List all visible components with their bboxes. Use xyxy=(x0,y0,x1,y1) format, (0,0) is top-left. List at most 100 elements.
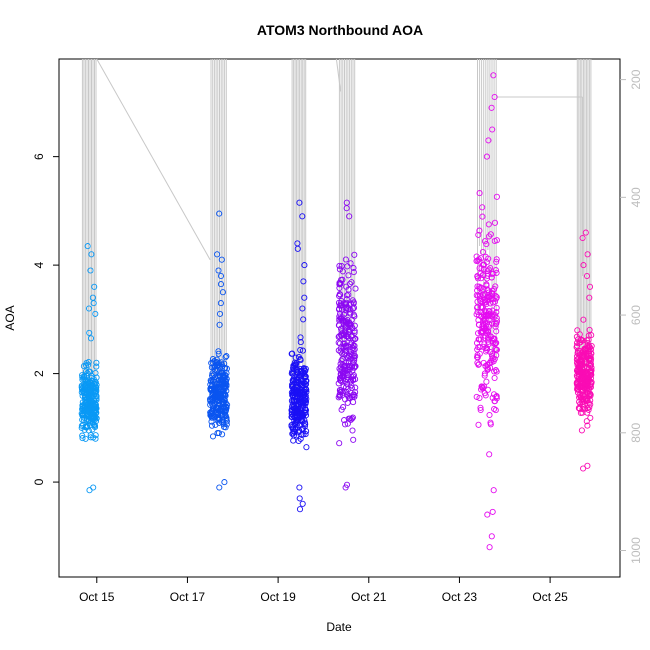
data-point xyxy=(348,363,356,370)
data-point xyxy=(492,407,499,414)
data-point xyxy=(345,363,352,371)
data-point xyxy=(575,361,582,368)
data-point xyxy=(584,422,591,429)
outlier-point xyxy=(299,305,306,312)
data-point xyxy=(343,292,351,299)
data-point xyxy=(342,421,349,428)
data-point xyxy=(574,327,581,334)
data-point xyxy=(476,265,483,272)
data-point xyxy=(579,365,586,372)
y-tick-label: 0 xyxy=(32,478,46,485)
outlier-point xyxy=(221,479,228,486)
data-point xyxy=(88,399,95,406)
data-point xyxy=(575,405,582,412)
data-point xyxy=(493,256,500,263)
data-point xyxy=(344,333,351,340)
data-point xyxy=(352,335,359,342)
data-point xyxy=(582,379,589,386)
x-tick-label: Oct 19 xyxy=(260,590,296,604)
data-point xyxy=(574,386,581,393)
data-point xyxy=(291,414,298,421)
outlier-point xyxy=(579,234,586,242)
data-point xyxy=(490,299,497,306)
data-point xyxy=(481,238,489,245)
outlier-point xyxy=(88,251,95,258)
data-point xyxy=(482,348,489,355)
outlier-point xyxy=(488,104,495,111)
data-point xyxy=(339,356,346,363)
y-tick-label: 4 xyxy=(32,261,46,268)
data-point xyxy=(214,383,221,390)
data-point xyxy=(482,291,489,298)
data-point xyxy=(336,305,343,312)
data-point xyxy=(221,376,228,383)
data-point xyxy=(492,312,499,319)
data-point xyxy=(301,417,308,424)
data-point xyxy=(579,337,586,344)
outlier-point xyxy=(300,316,307,323)
data-point xyxy=(337,291,344,298)
data-point xyxy=(82,368,90,375)
data-point xyxy=(81,383,88,390)
data-point xyxy=(347,260,354,267)
data-point xyxy=(336,262,343,269)
data-point xyxy=(577,339,584,346)
data-point xyxy=(88,391,95,398)
outlier-point xyxy=(216,310,224,317)
data-point xyxy=(481,370,488,377)
data-point xyxy=(91,378,98,385)
data-point xyxy=(585,393,592,400)
data-point xyxy=(486,321,493,328)
data-point xyxy=(477,404,484,411)
data-point xyxy=(344,420,351,427)
data-point xyxy=(493,193,500,200)
data-point xyxy=(223,404,230,411)
data-point xyxy=(92,369,99,377)
data-point xyxy=(298,431,305,438)
data-point xyxy=(491,398,498,405)
data-point xyxy=(473,253,480,260)
data-point xyxy=(348,384,355,392)
data-point xyxy=(298,370,305,377)
data-point xyxy=(345,272,352,279)
data-point xyxy=(340,343,347,350)
data-point xyxy=(475,336,482,343)
y-tick-label: 6 xyxy=(32,153,46,160)
y-axis: 0 2 4 6 xyxy=(32,153,60,485)
data-point xyxy=(578,368,585,375)
chart-title: ATOM3 Northbound AOA xyxy=(257,22,423,38)
data-point xyxy=(488,274,495,281)
data-point xyxy=(344,320,351,327)
data-point xyxy=(573,339,581,347)
outlier-point xyxy=(217,272,225,280)
data-point xyxy=(298,412,305,419)
outlier-point xyxy=(490,487,497,494)
data-point xyxy=(295,353,302,361)
data-point xyxy=(209,408,216,415)
outlier-point xyxy=(584,251,591,258)
data-point xyxy=(474,304,481,311)
outlier-point xyxy=(296,199,303,206)
y2-tick-label: 400 xyxy=(629,187,643,207)
data-point xyxy=(82,399,90,406)
data-point xyxy=(219,431,226,438)
data-point xyxy=(82,362,90,369)
x-tick-label: Oct 23 xyxy=(442,590,478,604)
data-point xyxy=(480,359,487,366)
data-point xyxy=(336,393,343,400)
y2-tick-label: 600 xyxy=(629,305,643,325)
data-point xyxy=(222,354,229,361)
data-point xyxy=(479,213,486,220)
data-point xyxy=(493,328,500,335)
data-point xyxy=(475,361,482,368)
data-point xyxy=(486,411,493,419)
data-point xyxy=(299,413,307,420)
data-point xyxy=(342,327,349,334)
data-point xyxy=(476,394,483,402)
x-tick-label: Oct 15 xyxy=(79,590,115,604)
data-point xyxy=(492,323,499,330)
outlier-point xyxy=(301,294,308,301)
data-point xyxy=(476,258,483,265)
data-point xyxy=(586,399,593,407)
data-point xyxy=(336,365,343,372)
